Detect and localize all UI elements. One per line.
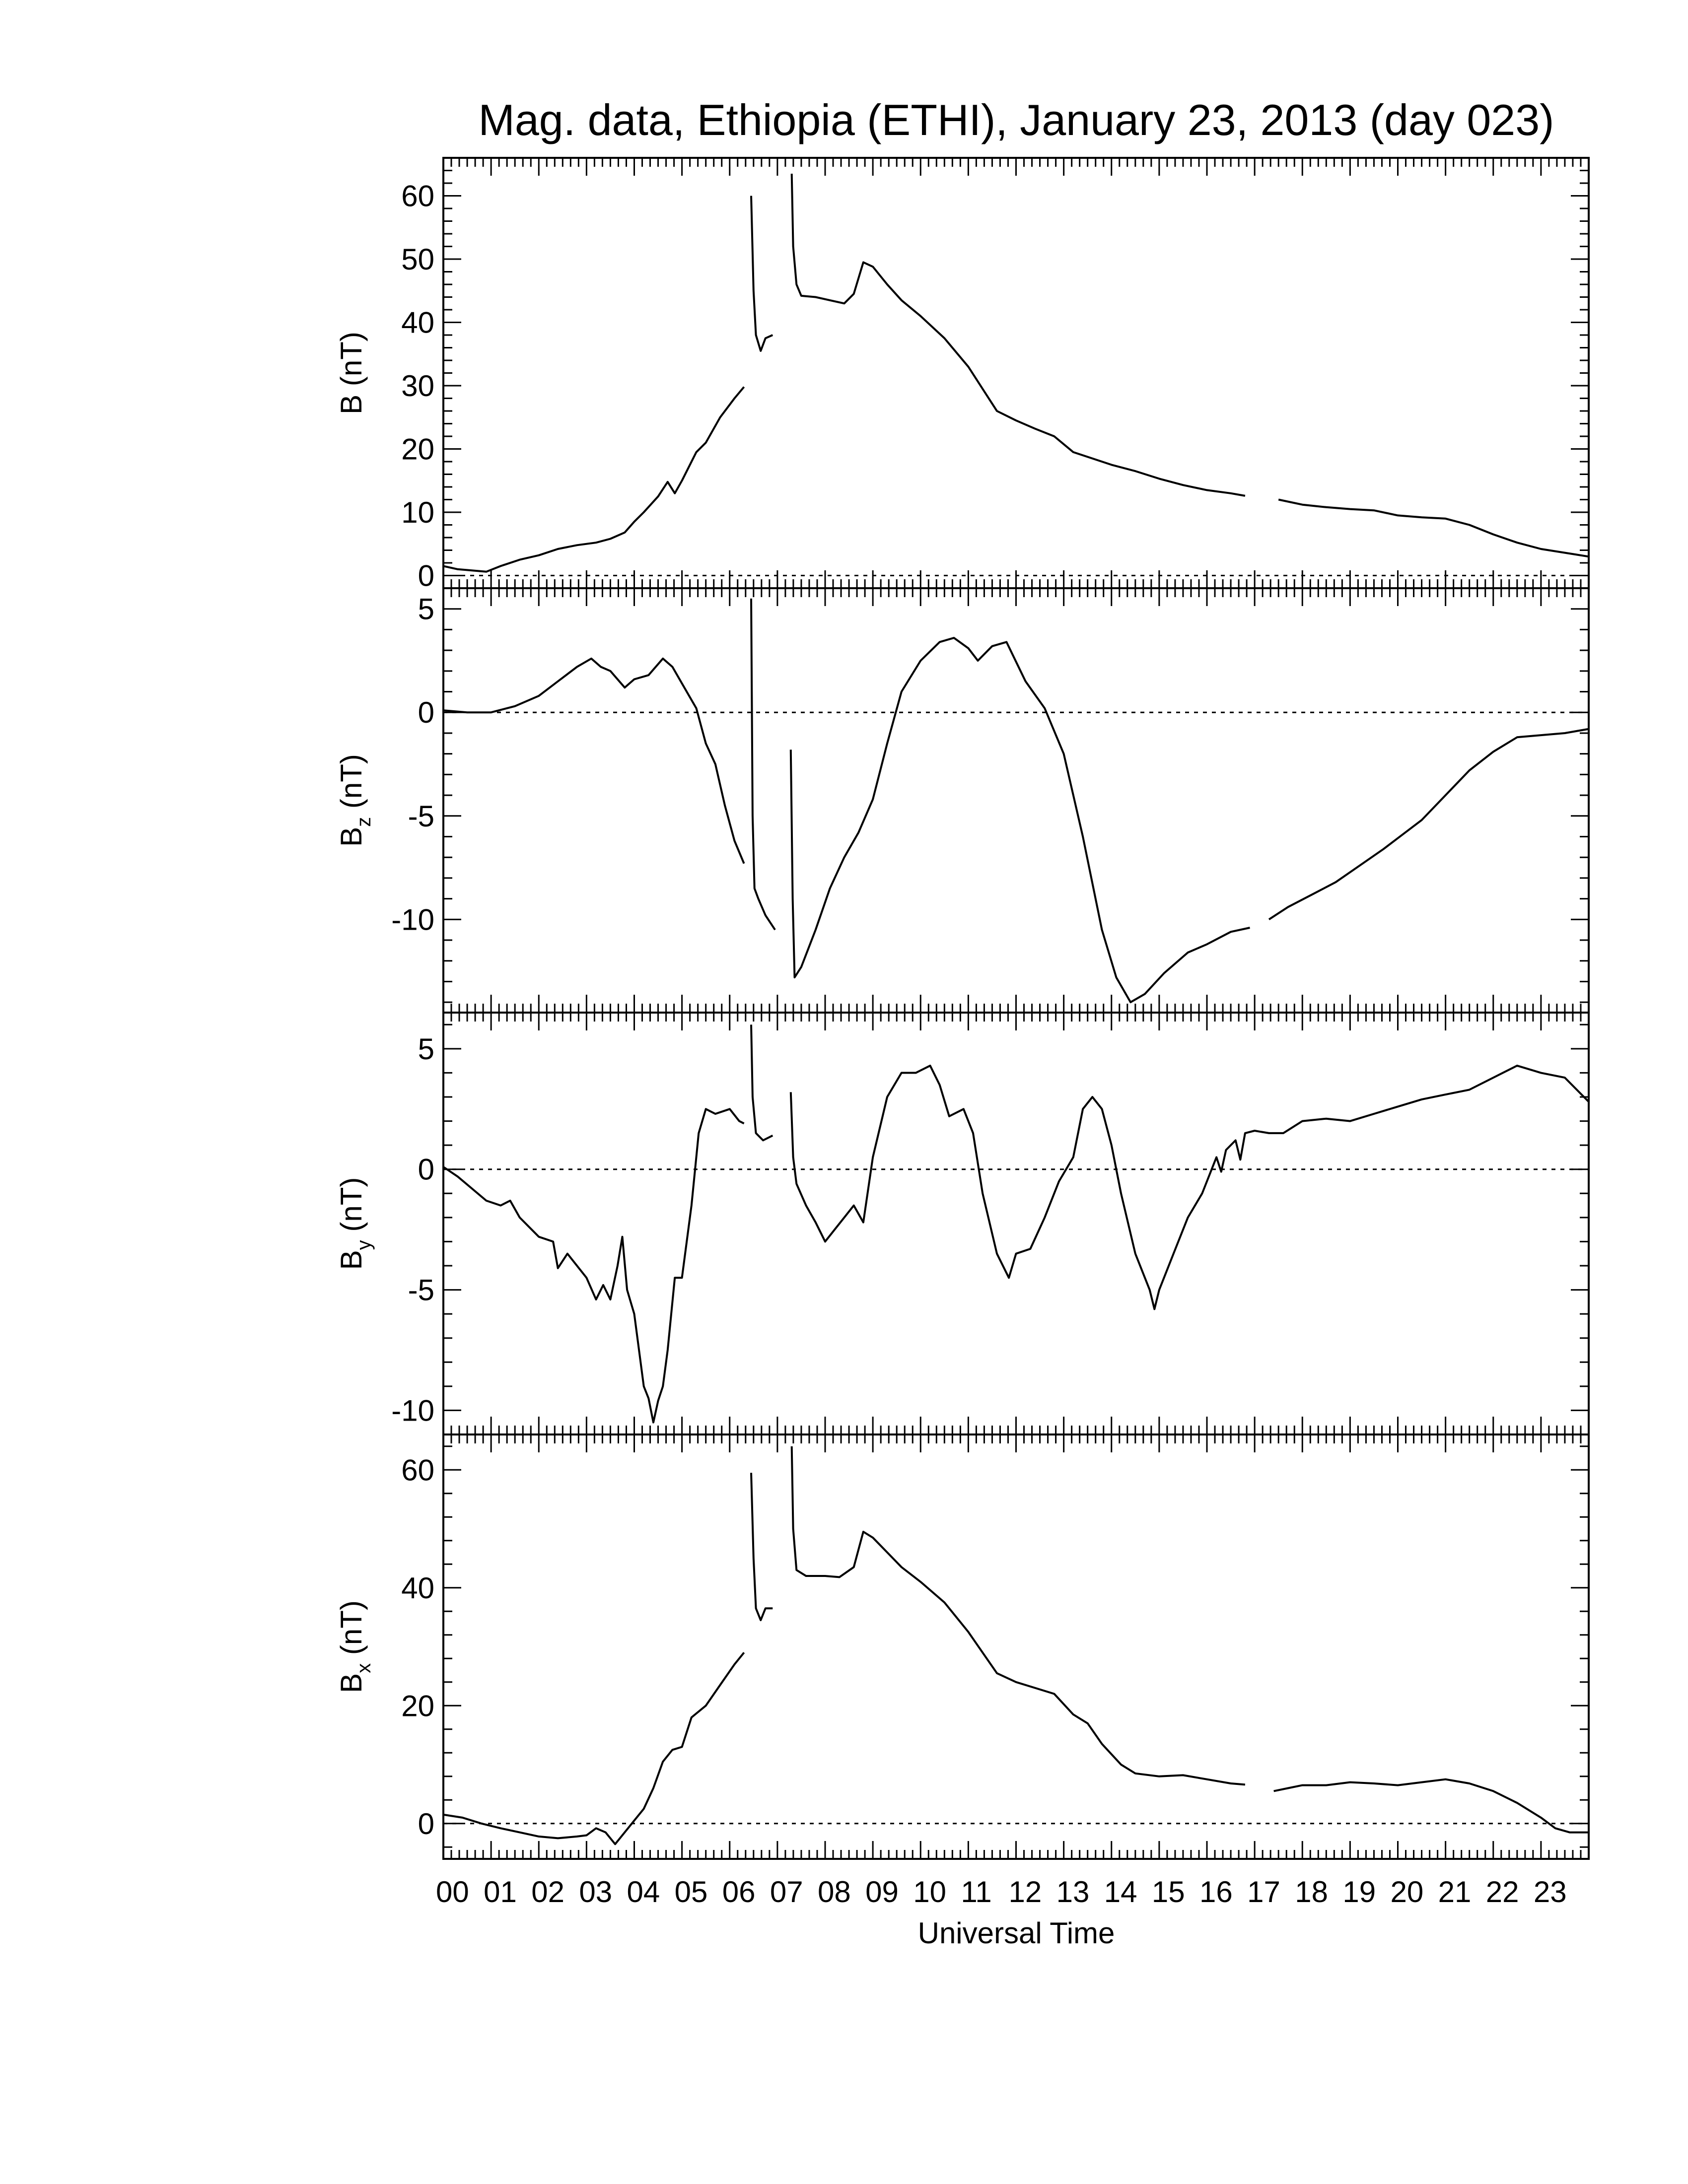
- x-tick-label: 06: [722, 1875, 756, 1909]
- y-axis-label-subscript: x: [353, 1663, 375, 1673]
- y-axis-label-symbol: B: [335, 1673, 368, 1693]
- y-axis-label-subscript: z: [353, 817, 375, 827]
- x-tick-label: 20: [1391, 1875, 1424, 1909]
- y-tick-label: 0: [418, 696, 434, 729]
- y-tick-label: -5: [408, 800, 434, 833]
- y-axis-label-unit: (nT): [335, 1177, 368, 1240]
- x-axis-tick-labels: 00 01 02 03 04 05 06 07 08 09 10 11 12 13 14 15 16 17 18 19…: [436, 1875, 1567, 1909]
- data-trace-Bx-segment-3: [1273, 1778, 1589, 1834]
- panel-frame-By: [442, 1012, 1590, 1435]
- x-tick-label: 11: [961, 1875, 991, 1909]
- y-tick-label: -10: [391, 1394, 434, 1427]
- panel-frame-Bx: [442, 1433, 1590, 1860]
- x-tick-label: 03: [579, 1875, 612, 1909]
- y-tick-label: 20: [401, 433, 434, 466]
- y-axis-label-unit: (nT): [335, 754, 368, 817]
- x-tick-label: 16: [1199, 1875, 1233, 1909]
- y-tick-label: 5: [418, 1032, 434, 1066]
- y-axis-label-Bz: Bz (nT): [335, 754, 375, 847]
- x-tick-label: 13: [1056, 1875, 1090, 1909]
- y-axis-label-By: By (nT): [335, 1177, 375, 1270]
- y-tick-label: -5: [408, 1274, 434, 1307]
- y-tick-label: 0: [418, 1153, 434, 1186]
- x-tick-label: 10: [913, 1875, 946, 1909]
- x-tick-label: 23: [1534, 1875, 1567, 1909]
- y-axis-label-B: B (nT): [335, 332, 368, 414]
- x-tick-label: 05: [675, 1875, 708, 1909]
- y-tick-label: 5: [418, 593, 434, 626]
- x-tick-label: 08: [818, 1875, 851, 1909]
- panel-Bz: 5 0 -5 -10 Bz (nT): [335, 587, 1590, 1014]
- y-axis-label-unit: (nT): [335, 1600, 368, 1663]
- y-axis-label-symbol: B: [335, 1250, 368, 1270]
- data-trace-B-segment-3: [1278, 498, 1589, 558]
- data-trace-B-segment-0: [443, 386, 745, 573]
- y-axis-label-subscript: y: [353, 1240, 375, 1250]
- y-axis-label-symbol: B: [335, 395, 368, 414]
- y-axis-label-symbol: B: [335, 827, 368, 847]
- chart-title: Mag. data, Ethiopia (ETHI), January 23, …: [479, 95, 1554, 144]
- y-tick-label: 60: [401, 180, 434, 213]
- data-trace-Bx-segment-2: [790, 1446, 1246, 1786]
- x-tick-label: 04: [627, 1875, 660, 1909]
- y-tick-label: 50: [401, 243, 434, 276]
- data-trace-Bz-segment-3: [1268, 728, 1589, 920]
- x-tick-label: 19: [1342, 1875, 1376, 1909]
- y-tick-label: 60: [401, 1453, 434, 1487]
- data-trace-By-segment-0: [442, 1108, 745, 1424]
- y-tick-label: 40: [401, 306, 434, 340]
- panel-By: 5 0 -5 -10 By (nT): [335, 1012, 1590, 1435]
- data-trace-Bx-segment-1: [750, 1473, 773, 1622]
- y-axis-label-unit: (nT): [335, 332, 368, 395]
- x-tick-label: 17: [1247, 1875, 1280, 1909]
- panel-frame-B: [442, 157, 1590, 589]
- panel-Bx: 0 20 40 60 Bx (nT): [335, 1433, 1590, 1860]
- y-axis-label-Bx: Bx (nT): [335, 1600, 375, 1693]
- data-trace-By-segment-1: [750, 1024, 774, 1142]
- x-axis-label: Universal Time: [918, 1916, 1115, 1950]
- data-trace-Bz-segment-2: [789, 637, 1250, 1004]
- x-tick-label: 00: [436, 1875, 469, 1909]
- y-tick-label: 10: [401, 496, 434, 529]
- x-tick-label: 02: [531, 1875, 564, 1909]
- x-tick-label: 14: [1104, 1875, 1137, 1909]
- data-trace-Bz-segment-0: [443, 657, 745, 864]
- y-tick-label: 20: [401, 1689, 434, 1722]
- panel-B: 0 10 20 30 40 50 60 B (nT): [335, 157, 1590, 593]
- data-trace-By-segment-2: [789, 1064, 1590, 1310]
- y-tick-label: 0: [418, 1807, 434, 1841]
- x-tick-label: 07: [770, 1875, 803, 1909]
- x-tick-label: 21: [1438, 1875, 1472, 1909]
- data-trace-Bz-segment-1: [750, 598, 776, 931]
- x-tick-label: 01: [484, 1875, 517, 1909]
- data-trace-Bx-segment-0: [443, 1652, 745, 1845]
- x-tick-label: 22: [1486, 1875, 1519, 1909]
- panel-frame-Bz: [442, 587, 1590, 1014]
- y-tick-label: 30: [401, 369, 434, 403]
- data-trace-B-segment-1: [750, 196, 774, 352]
- x-tick-label: 12: [1009, 1875, 1042, 1909]
- x-tick-label: 09: [865, 1875, 899, 1909]
- x-tick-label: 18: [1295, 1875, 1328, 1909]
- y-tick-label: 40: [401, 1571, 434, 1605]
- y-tick-label: -10: [391, 903, 434, 936]
- y-tick-label: 0: [418, 559, 434, 593]
- data-trace-B-segment-2: [790, 173, 1246, 497]
- x-tick-label: 15: [1152, 1875, 1185, 1909]
